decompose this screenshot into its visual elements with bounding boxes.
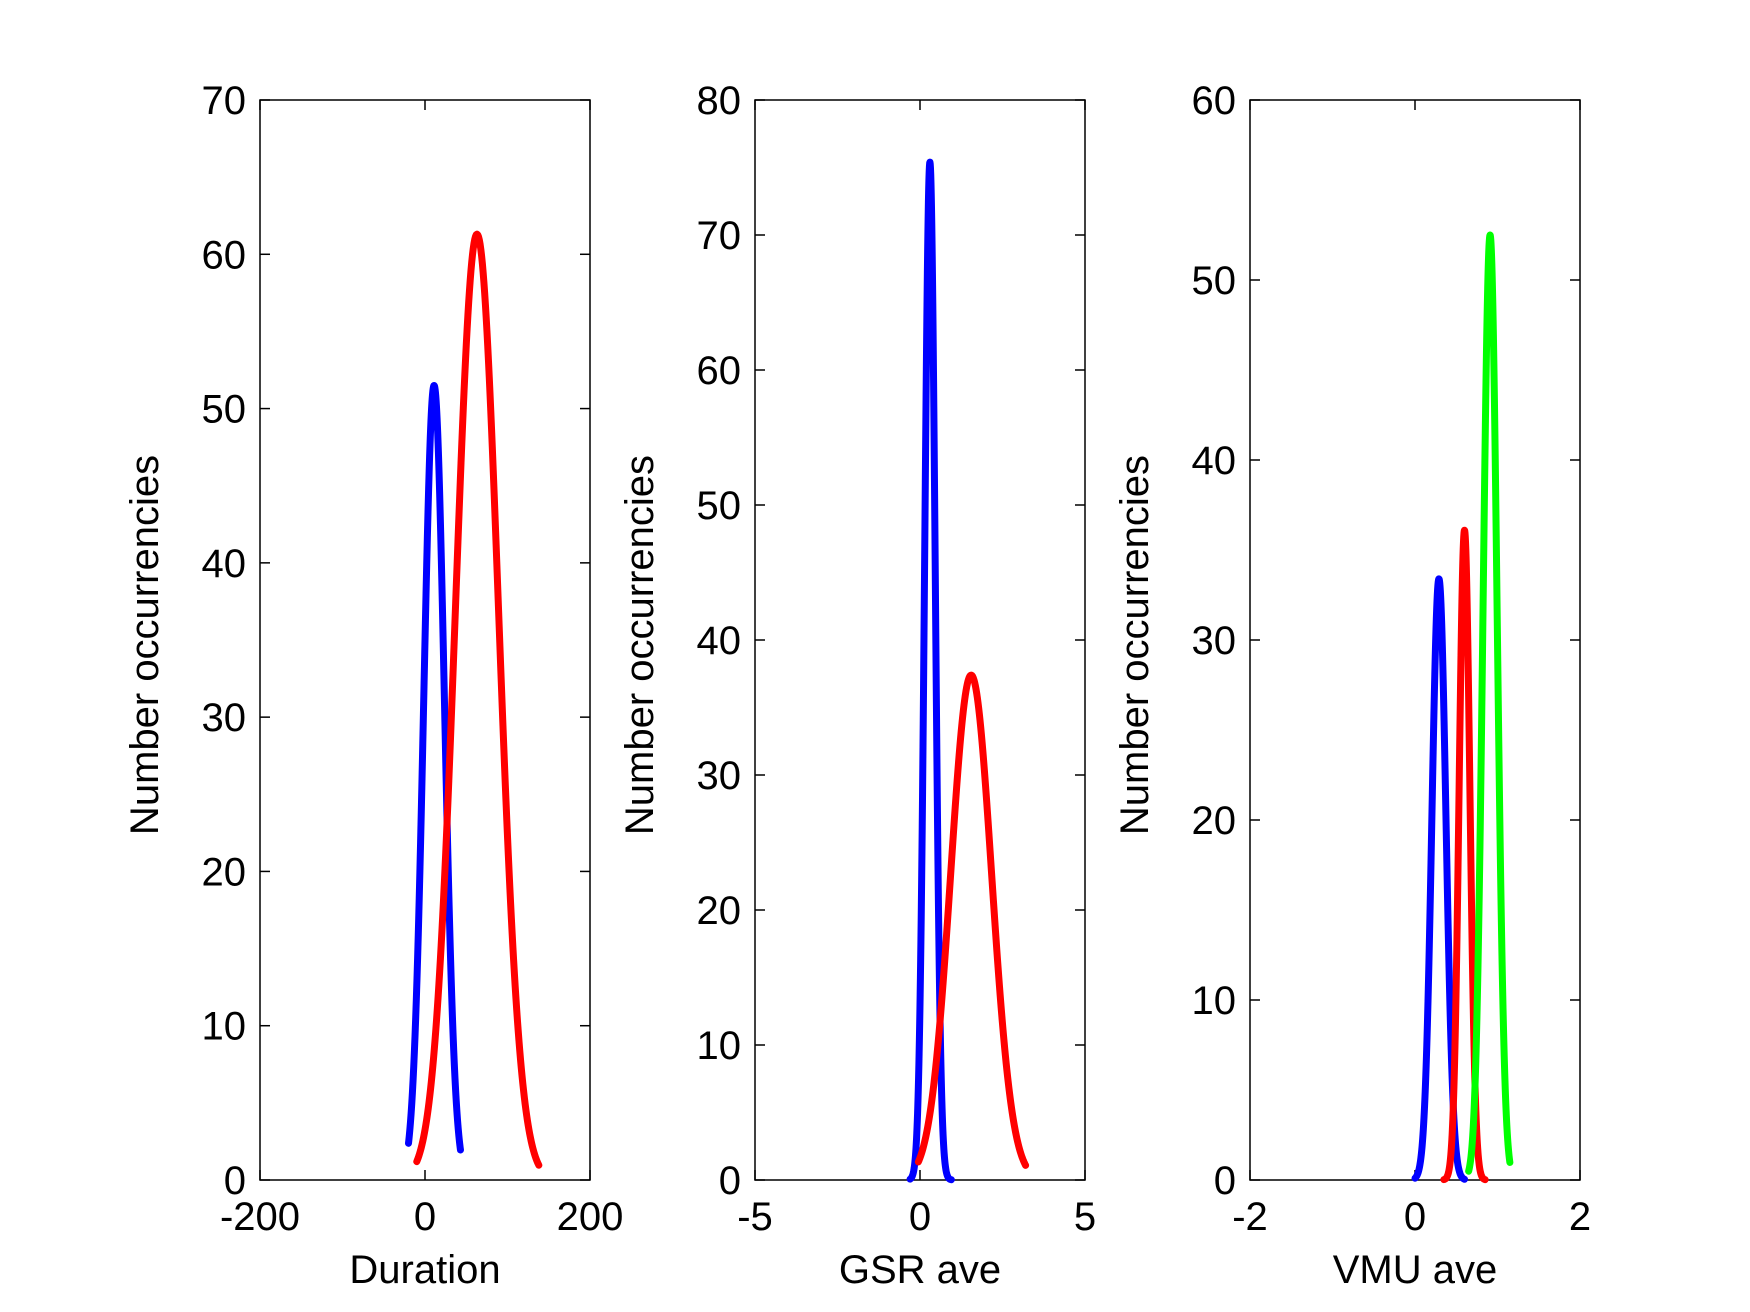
series-line-2 xyxy=(1440,526,1489,1184)
series-line-2 xyxy=(914,671,1030,1169)
x-tick-label: -2 xyxy=(1232,1195,1268,1239)
y-tick-label: 10 xyxy=(1192,979,1237,1023)
y-axis-label: Number occurrencies xyxy=(618,455,662,835)
y-tick-label: 40 xyxy=(1192,439,1237,483)
y-tick-label: 30 xyxy=(697,754,742,798)
y-tick-label: 50 xyxy=(1192,259,1237,303)
y-tick-label: 40 xyxy=(202,542,247,586)
y-tick-label: 0 xyxy=(224,1159,246,1203)
x-tick-label: -5 xyxy=(737,1195,773,1239)
x-tick-label: 200 xyxy=(557,1195,624,1239)
y-tick-label: 20 xyxy=(1192,799,1237,843)
x-axis-label: GSR ave xyxy=(839,1248,1001,1292)
x-tick-label: 5 xyxy=(1074,1195,1096,1239)
x-axis-label: Duration xyxy=(349,1248,500,1292)
y-tick-label: 10 xyxy=(697,1024,742,1068)
x-axis-label: VMU ave xyxy=(1333,1248,1498,1292)
y-tick-label: 60 xyxy=(697,349,742,393)
y-tick-label: 10 xyxy=(202,1005,247,1049)
y-tick-label: 30 xyxy=(202,696,247,740)
x-tick-label: 0 xyxy=(414,1195,436,1239)
series-line-1 xyxy=(405,381,464,1154)
y-tick-label: 60 xyxy=(1192,79,1237,123)
y-tick-label: 40 xyxy=(697,619,742,663)
x-tick-label: 0 xyxy=(909,1195,931,1239)
y-tick-label: 70 xyxy=(202,79,247,123)
y-tick-label: 80 xyxy=(697,79,742,123)
y-tick-label: 0 xyxy=(719,1159,741,1203)
y-tick-label: 50 xyxy=(697,484,742,528)
y-tick-label: 20 xyxy=(697,889,742,933)
axes-box xyxy=(1249,99,1581,1181)
y-tick-label: 50 xyxy=(202,388,247,432)
series-line-1 xyxy=(906,158,955,1184)
x-tick-label: 2 xyxy=(1569,1195,1591,1239)
y-axis-label: Number occurrencies xyxy=(123,455,167,835)
series-line-3 xyxy=(1465,231,1514,1175)
x-tick-label: 0 xyxy=(1404,1195,1426,1239)
x-tick-label: -200 xyxy=(220,1195,300,1239)
y-tick-label: 30 xyxy=(1192,619,1237,663)
y-tick-label: 0 xyxy=(1214,1159,1236,1203)
y-axis-label: Number occurrencies xyxy=(1113,455,1157,835)
y-tick-label: 20 xyxy=(202,850,247,894)
y-tick-label: 70 xyxy=(697,214,742,258)
y-tick-label: 60 xyxy=(202,233,247,277)
series-line-2 xyxy=(413,230,543,1169)
series-line-1 xyxy=(1411,575,1468,1183)
